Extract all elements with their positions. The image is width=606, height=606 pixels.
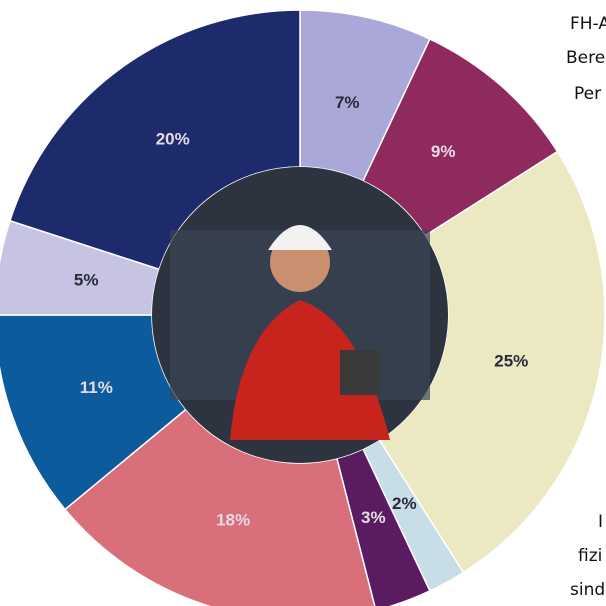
side-text-line: Per (574, 84, 601, 104)
side-text-line: Bere (566, 48, 605, 68)
side-text-line: I (598, 512, 603, 532)
value-label: 3% (361, 508, 386, 527)
side-text-line: fizi (578, 546, 602, 566)
value-label: 5% (74, 271, 99, 290)
value-label: 9% (431, 142, 456, 161)
center-photo (152, 167, 448, 463)
side-text-line: FH-A (570, 14, 606, 34)
value-label: 25% (494, 352, 528, 371)
value-label: 11% (80, 378, 113, 397)
donut (0, 9, 606, 606)
value-label: 18% (216, 510, 250, 529)
value-labels: 7% 9% 25% 2% 3% 18% 11% 5% 20% (74, 93, 528, 529)
value-label: 2% (392, 494, 417, 513)
value-label: 7% (335, 93, 360, 112)
side-text-line: sind (570, 580, 605, 600)
value-label: 20% (156, 129, 190, 148)
